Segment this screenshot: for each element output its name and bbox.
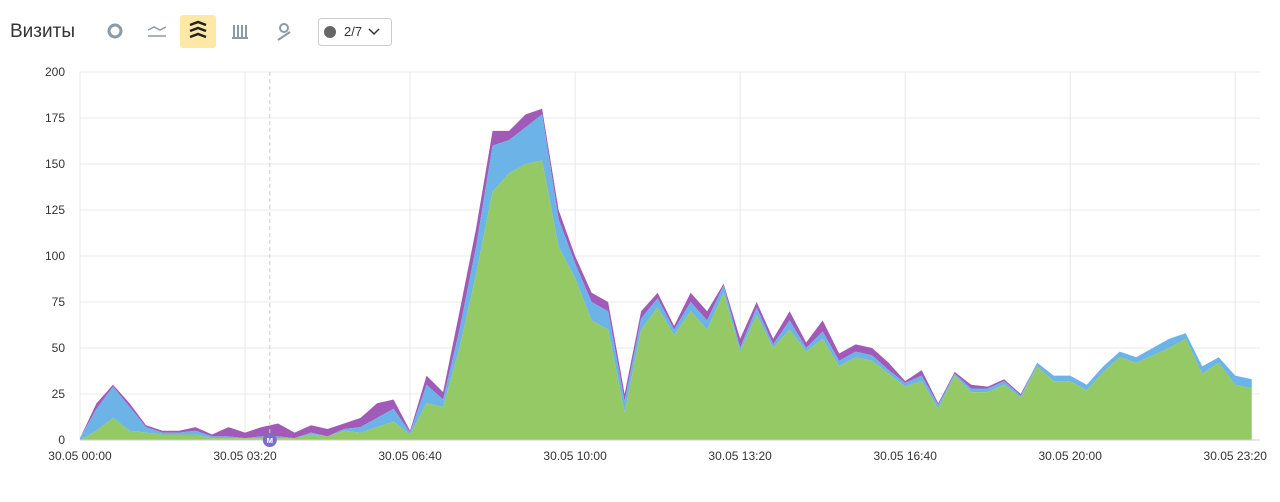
line-icon[interactable] xyxy=(147,26,167,37)
y-tick-label: 150 xyxy=(45,157,65,171)
x-tick-label: 30.05 20:00 xyxy=(1039,449,1103,463)
x-tick-label: 30.05 10:00 xyxy=(543,449,607,463)
y-tick-label: 25 xyxy=(52,387,66,401)
x-tick-label: 30.05 23:20 xyxy=(1204,449,1268,463)
x-tick-label: 30.05 06:40 xyxy=(378,449,442,463)
y-tick-label: 125 xyxy=(45,203,65,217)
y-tick-label: 50 xyxy=(52,341,66,355)
x-tick-label: 30.05 13:20 xyxy=(708,449,772,463)
y-tick-label: 0 xyxy=(58,433,65,447)
bar-icon[interactable] xyxy=(232,25,248,39)
y-tick-label: 200 xyxy=(45,65,65,79)
marker xyxy=(262,433,277,447)
pie-icon[interactable] xyxy=(107,23,123,39)
map-icon[interactable] xyxy=(277,23,291,41)
filter-label: 2/7 xyxy=(344,24,362,39)
y-tick-label: 100 xyxy=(45,249,65,263)
x-tick-label: 30.05 03:20 xyxy=(213,449,277,463)
y-tick-label: 175 xyxy=(45,111,65,125)
plot: 0 25 50 75 100 125 150 175 200 30.05 00:00 30.05 0… xyxy=(45,65,1267,463)
y-tick-label: 75 xyxy=(52,295,66,309)
area-icon[interactable] xyxy=(180,15,216,48)
filter-button[interactable]: 2/7 xyxy=(318,18,392,46)
area xyxy=(80,160,1252,440)
x-tick-label: 30.05 00:00 xyxy=(48,449,112,463)
marker-label: м xyxy=(266,435,273,445)
title: Визиты xyxy=(10,21,75,42)
x-tick-label: 30.05 16:40 xyxy=(873,449,937,463)
